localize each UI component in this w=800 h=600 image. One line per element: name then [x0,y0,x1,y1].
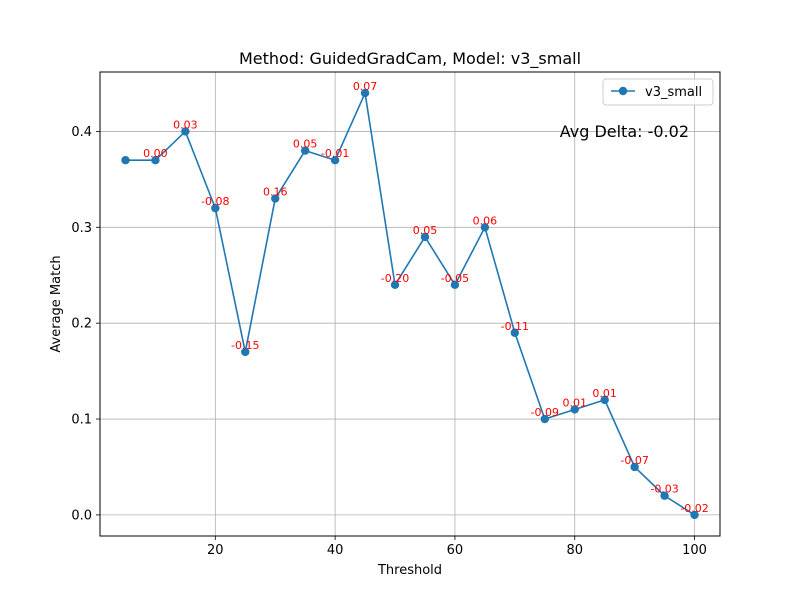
grid [100,72,720,536]
delta-label: 0.01 [592,387,617,400]
point-label-layer: 0.000.03-0.08-0.150.160.05-0.010.07-0.20… [143,80,709,515]
delta-label: 0.01 [562,396,587,409]
tick-layer: 20 40 60 80 100 0.0 0.1 0.2 0.3 0.4 [71,125,707,558]
data-point [660,491,669,500]
data-point [540,414,549,424]
y-tick-label: 0.2 [71,317,92,332]
y-tick-label: 0.4 [71,125,92,140]
data-point [510,328,520,337]
data-point [450,280,460,290]
data-point [300,146,310,155]
x-tick-label: 20 [207,543,224,558]
x-axis-label: Threshold [377,563,442,578]
delta-label: 0.06 [473,214,498,227]
data-point [181,127,190,136]
data-line-layer [125,92,695,516]
data-point [570,405,579,414]
delta-label: 0.07 [353,80,378,93]
delta-label: -0.09 [531,406,559,419]
data-point [420,232,430,242]
data-point [241,347,250,357]
avg-delta-annotation: Avg Delta: -0.02 [560,122,689,141]
x-tick-label: 60 [447,543,464,558]
legend: v3_small [602,78,714,106]
data-point [121,155,130,165]
data-point [211,203,220,213]
delta-label: -0.02 [680,502,708,515]
data-point [600,395,609,405]
delta-label: -0.08 [201,195,229,208]
y-tick-label: 0.1 [71,413,92,428]
data-point [480,223,490,232]
delta-label: 0.05 [293,138,318,151]
y-tick-label: 0.0 [71,508,92,523]
data-point [151,155,160,165]
delta-label: 0.03 [173,118,198,131]
series-line-v3_small [125,92,695,516]
delta-label: -0.20 [381,272,409,285]
delta-label: -0.15 [231,339,259,352]
data-point [271,194,280,203]
delta-label: -0.05 [441,272,469,285]
delta-label: -0.01 [321,147,349,160]
legend-box [602,78,714,106]
data-point-layer [121,88,699,520]
delta-label: 0.05 [413,224,438,237]
legend-marker-swatch [618,86,628,96]
chart-title: Method: GuidedGradCam, Model: v3_small [239,49,581,69]
y-tick-label: 0.3 [71,221,92,236]
x-tick-label: 80 [566,543,583,558]
data-point [330,155,340,165]
delta-label: -0.11 [501,320,529,333]
y-axis-label: Average Match [49,255,64,352]
x-tick-label: 40 [327,543,344,558]
data-point [390,280,400,290]
plot-frame [99,71,721,537]
legend-entry-label: v3_small [645,85,702,100]
delta-label: -0.03 [650,483,678,496]
x-tick-label: 100 [682,543,707,558]
data-point [630,462,639,472]
delta-label: 0.16 [263,186,288,199]
data-point [690,510,699,520]
delta-label: 0.00 [143,147,168,160]
data-point [360,88,370,98]
delta-label: -0.07 [620,454,648,467]
